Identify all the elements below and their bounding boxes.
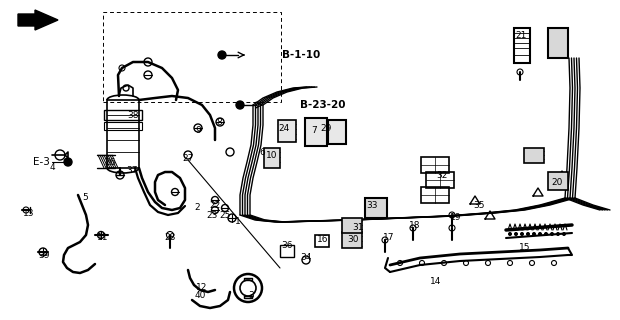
Bar <box>103 12 281 102</box>
Text: 6: 6 <box>259 148 265 156</box>
Bar <box>328 120 346 144</box>
Polygon shape <box>18 10 58 30</box>
Text: 1: 1 <box>235 218 241 227</box>
Circle shape <box>508 233 512 236</box>
Bar <box>104 122 142 130</box>
Text: 22: 22 <box>210 201 221 210</box>
Bar <box>280 245 294 257</box>
Text: 20: 20 <box>551 178 563 187</box>
Bar <box>315 235 329 247</box>
Text: 9: 9 <box>195 125 201 134</box>
Text: 36: 36 <box>281 241 293 250</box>
Text: 33: 33 <box>366 201 378 210</box>
Circle shape <box>64 158 72 166</box>
Circle shape <box>521 233 523 236</box>
Text: 28: 28 <box>164 233 175 242</box>
Bar <box>524 148 544 163</box>
Text: 30: 30 <box>347 236 359 244</box>
Text: 7: 7 <box>311 125 317 134</box>
Text: 34: 34 <box>300 253 312 262</box>
Circle shape <box>526 233 529 236</box>
Text: FR.: FR. <box>29 293 47 303</box>
Text: 23: 23 <box>206 211 218 220</box>
Text: 19: 19 <box>450 213 462 222</box>
Text: 11: 11 <box>97 233 108 242</box>
Text: 39: 39 <box>38 251 50 260</box>
Circle shape <box>562 233 565 236</box>
Text: 29: 29 <box>321 124 332 132</box>
Text: 13: 13 <box>24 209 35 218</box>
Circle shape <box>515 233 518 236</box>
Bar <box>107 100 139 168</box>
Bar <box>426 172 454 188</box>
Bar <box>514 28 530 63</box>
Circle shape <box>551 233 554 236</box>
Text: 3: 3 <box>248 292 254 300</box>
Circle shape <box>218 51 226 59</box>
Bar <box>305 118 327 146</box>
Text: 17: 17 <box>383 233 395 242</box>
Bar <box>342 218 362 233</box>
Text: 5: 5 <box>82 194 88 203</box>
Text: 40: 40 <box>194 291 206 300</box>
Text: 26: 26 <box>104 157 116 166</box>
Text: 35: 35 <box>473 201 485 210</box>
Bar <box>421 157 449 173</box>
Text: 8: 8 <box>216 117 222 126</box>
Text: 32: 32 <box>436 171 448 180</box>
Text: B-23-20: B-23-20 <box>300 100 345 110</box>
Bar <box>421 187 449 203</box>
Text: 2: 2 <box>194 204 200 212</box>
Text: 21: 21 <box>515 30 526 39</box>
Text: 25: 25 <box>219 211 231 220</box>
Text: 10: 10 <box>266 150 278 159</box>
Text: 24: 24 <box>278 124 290 132</box>
Text: 4: 4 <box>49 163 55 172</box>
Circle shape <box>539 233 541 236</box>
Text: B-1-10: B-1-10 <box>282 50 321 60</box>
Text: 15: 15 <box>519 244 531 252</box>
Text: 16: 16 <box>317 236 329 244</box>
Text: 38: 38 <box>127 110 139 119</box>
Circle shape <box>557 233 559 236</box>
Text: 31: 31 <box>352 223 364 233</box>
Text: 27: 27 <box>182 154 193 163</box>
Bar <box>548 172 568 190</box>
Circle shape <box>236 101 244 109</box>
Bar <box>264 148 280 168</box>
Bar <box>548 28 568 58</box>
Circle shape <box>544 233 547 236</box>
Text: 14: 14 <box>430 277 441 286</box>
Text: 37: 37 <box>126 165 138 174</box>
Bar <box>104 110 142 120</box>
Text: 18: 18 <box>409 220 421 229</box>
Bar <box>342 232 362 248</box>
Text: E-3: E-3 <box>33 157 50 167</box>
Text: 12: 12 <box>197 284 208 292</box>
Bar <box>278 120 296 142</box>
Bar <box>365 198 387 218</box>
Circle shape <box>533 233 536 236</box>
